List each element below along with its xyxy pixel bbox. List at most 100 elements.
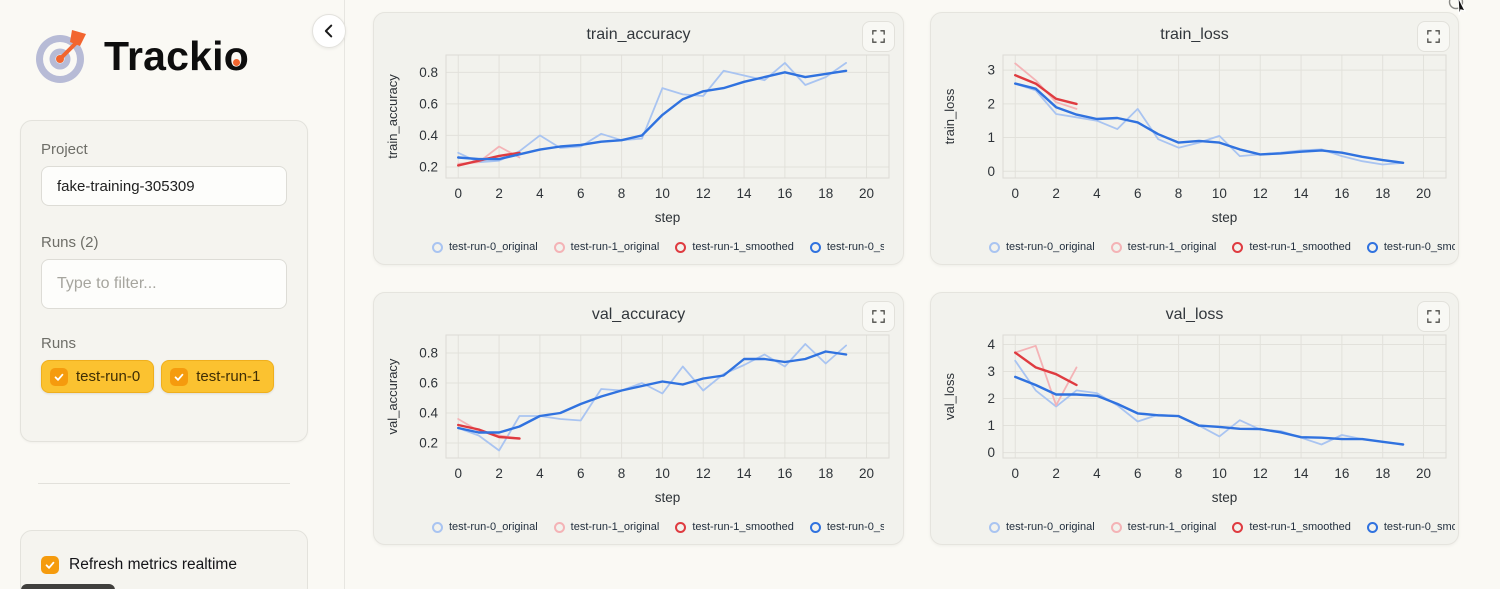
legend-item: test-run-0_smoothed bbox=[809, 521, 884, 533]
legend-series-dot bbox=[553, 241, 565, 253]
svg-text:10: 10 bbox=[655, 466, 670, 481]
legend-item: test-run-0_smoothed bbox=[1366, 241, 1455, 253]
svg-text:16: 16 bbox=[777, 186, 792, 201]
svg-text:step: step bbox=[1212, 210, 1238, 225]
svg-text:0.6: 0.6 bbox=[419, 376, 438, 391]
run-toggle-test-run-0[interactable]: test-run-0 bbox=[41, 360, 155, 393]
svg-text:4: 4 bbox=[1093, 466, 1101, 481]
svg-text:4: 4 bbox=[536, 466, 544, 481]
fullscreen-icon bbox=[872, 310, 885, 323]
chart-title: val_loss bbox=[1165, 306, 1224, 323]
legend-series-dot bbox=[432, 241, 443, 253]
fullscreen-button[interactable] bbox=[1417, 21, 1450, 52]
legend-item: test-run-1_smoothed bbox=[675, 241, 794, 253]
svg-text:18: 18 bbox=[818, 186, 833, 201]
legend-item: test-run-1_original bbox=[553, 521, 660, 533]
svg-text:6: 6 bbox=[1134, 186, 1142, 201]
svg-text:16: 16 bbox=[1334, 186, 1349, 201]
svg-text:14: 14 bbox=[1294, 466, 1310, 481]
legend-item: test-run-1_original bbox=[1110, 241, 1216, 253]
svg-text:0.4: 0.4 bbox=[419, 128, 438, 143]
svg-text:3: 3 bbox=[987, 63, 995, 78]
legend-series-label: test-run-0_original bbox=[1006, 521, 1095, 533]
legend-item: test-run-0_original bbox=[989, 521, 1095, 533]
svg-text:0: 0 bbox=[454, 186, 462, 201]
svg-text:10: 10 bbox=[1212, 466, 1227, 481]
legend-series-dot bbox=[989, 241, 1000, 253]
svg-text:4: 4 bbox=[1093, 186, 1101, 201]
svg-text:0: 0 bbox=[987, 164, 995, 179]
fullscreen-button[interactable] bbox=[862, 21, 895, 52]
legend-series-label: test-run-1_original bbox=[1127, 521, 1217, 533]
fullscreen-button[interactable] bbox=[862, 301, 895, 332]
legend-series-label: test-run-1_smoothed bbox=[692, 521, 794, 533]
chart-legend: test-run-0_original test-run-1_original te… bbox=[989, 239, 1455, 255]
legend-item: test-run-0_original bbox=[432, 521, 538, 533]
legend-series-dot bbox=[432, 521, 443, 533]
project-label: Project bbox=[41, 141, 88, 158]
legend-series-label: test-run-1_original bbox=[570, 521, 660, 533]
runs-checkbox-group: test-run-0 test-run-1 bbox=[41, 360, 287, 393]
legend-item: test-run-0_smoothed bbox=[1366, 521, 1455, 533]
fullscreen-button[interactable] bbox=[1417, 301, 1450, 332]
legend-item: test-run-1_smoothed bbox=[1232, 521, 1351, 533]
svg-text:20: 20 bbox=[1416, 186, 1431, 201]
chart-plot[interactable]: 0 2 4 6 8 10 12 14 16 18 20 0.2 0.4 0.6 0.8 step train_a… bbox=[384, 51, 895, 227]
project-select-value: fake-training-305309 bbox=[57, 177, 195, 195]
chart-card: train_accuracy 0 2 4 6 8 10 12 14 16 18 20 0.2 0.4 0.… bbox=[373, 12, 904, 265]
svg-text:20: 20 bbox=[859, 466, 874, 481]
legend-series-dot bbox=[1366, 241, 1378, 253]
legend-item: test-run-1_original bbox=[553, 241, 660, 253]
svg-text:6: 6 bbox=[1134, 466, 1142, 481]
sidebar: Trackio Project fake-training-305309 Run… bbox=[0, 0, 346, 589]
fullscreen-icon bbox=[872, 30, 885, 43]
legend-series-dot bbox=[989, 521, 1000, 533]
realtime-checkbox[interactable] bbox=[41, 556, 59, 574]
mouse-cursor-icon bbox=[1448, 0, 1466, 16]
svg-text:step: step bbox=[655, 490, 681, 505]
svg-text:2: 2 bbox=[1052, 466, 1060, 481]
legend-series-label: test-run-0_smoothed bbox=[826, 521, 884, 533]
svg-text:0.6: 0.6 bbox=[419, 96, 438, 111]
legend-series-dot bbox=[1110, 241, 1122, 253]
fullscreen-icon bbox=[1427, 30, 1440, 43]
svg-text:3: 3 bbox=[987, 364, 995, 379]
svg-text:0: 0 bbox=[1011, 466, 1019, 481]
svg-text:8: 8 bbox=[618, 186, 626, 201]
legend-series-dot bbox=[1366, 521, 1378, 533]
realtime-panel: Refresh metrics realtime bbox=[20, 530, 308, 589]
svg-text:val_loss: val_loss bbox=[942, 373, 957, 420]
legend-series-dot bbox=[1232, 241, 1244, 253]
sidebar-divider bbox=[38, 483, 290, 484]
chart-plot[interactable]: 0 2 4 6 8 10 12 14 16 18 20 0.2 0.4 0.6 0.8 step val_acc… bbox=[384, 331, 895, 507]
legend-series-label: test-run-1_smoothed bbox=[1249, 521, 1351, 533]
legend-series-label: test-run-1_smoothed bbox=[1249, 241, 1351, 253]
chart-title: train_accuracy bbox=[586, 26, 691, 43]
runs-filter-input[interactable] bbox=[41, 259, 287, 309]
svg-text:10: 10 bbox=[1212, 186, 1227, 201]
legend-series-dot bbox=[1232, 521, 1244, 533]
svg-text:train_loss: train_loss bbox=[942, 88, 957, 144]
svg-text:14: 14 bbox=[1294, 186, 1310, 201]
svg-text:16: 16 bbox=[1334, 466, 1349, 481]
fullscreen-icon bbox=[1427, 310, 1440, 323]
legend-series-dot bbox=[675, 521, 687, 533]
legend-series-label: test-run-1_original bbox=[570, 241, 660, 253]
legend-item: test-run-0_smoothed bbox=[809, 241, 884, 253]
chart-title: train_loss bbox=[1160, 26, 1229, 43]
logo-o-dot bbox=[232, 58, 240, 66]
svg-text:step: step bbox=[1212, 490, 1238, 505]
chevron-left-icon bbox=[324, 24, 333, 38]
svg-text:0: 0 bbox=[987, 445, 995, 460]
svg-text:8: 8 bbox=[618, 466, 626, 481]
project-select[interactable]: fake-training-305309 bbox=[41, 166, 287, 206]
legend-series-label: test-run-0_smoothed bbox=[826, 241, 884, 253]
chart-card: val_accuracy 0 2 4 6 8 10 12 14 16 18 20 0.2 0.4 0.6 0… bbox=[373, 292, 904, 545]
sidebar-collapse-button[interactable] bbox=[312, 14, 346, 48]
runs-label: Runs bbox=[41, 335, 77, 352]
run-toggle-test-run-1[interactable]: test-run-1 bbox=[161, 360, 275, 393]
svg-text:6: 6 bbox=[577, 186, 585, 201]
legend-series-dot bbox=[675, 241, 687, 253]
